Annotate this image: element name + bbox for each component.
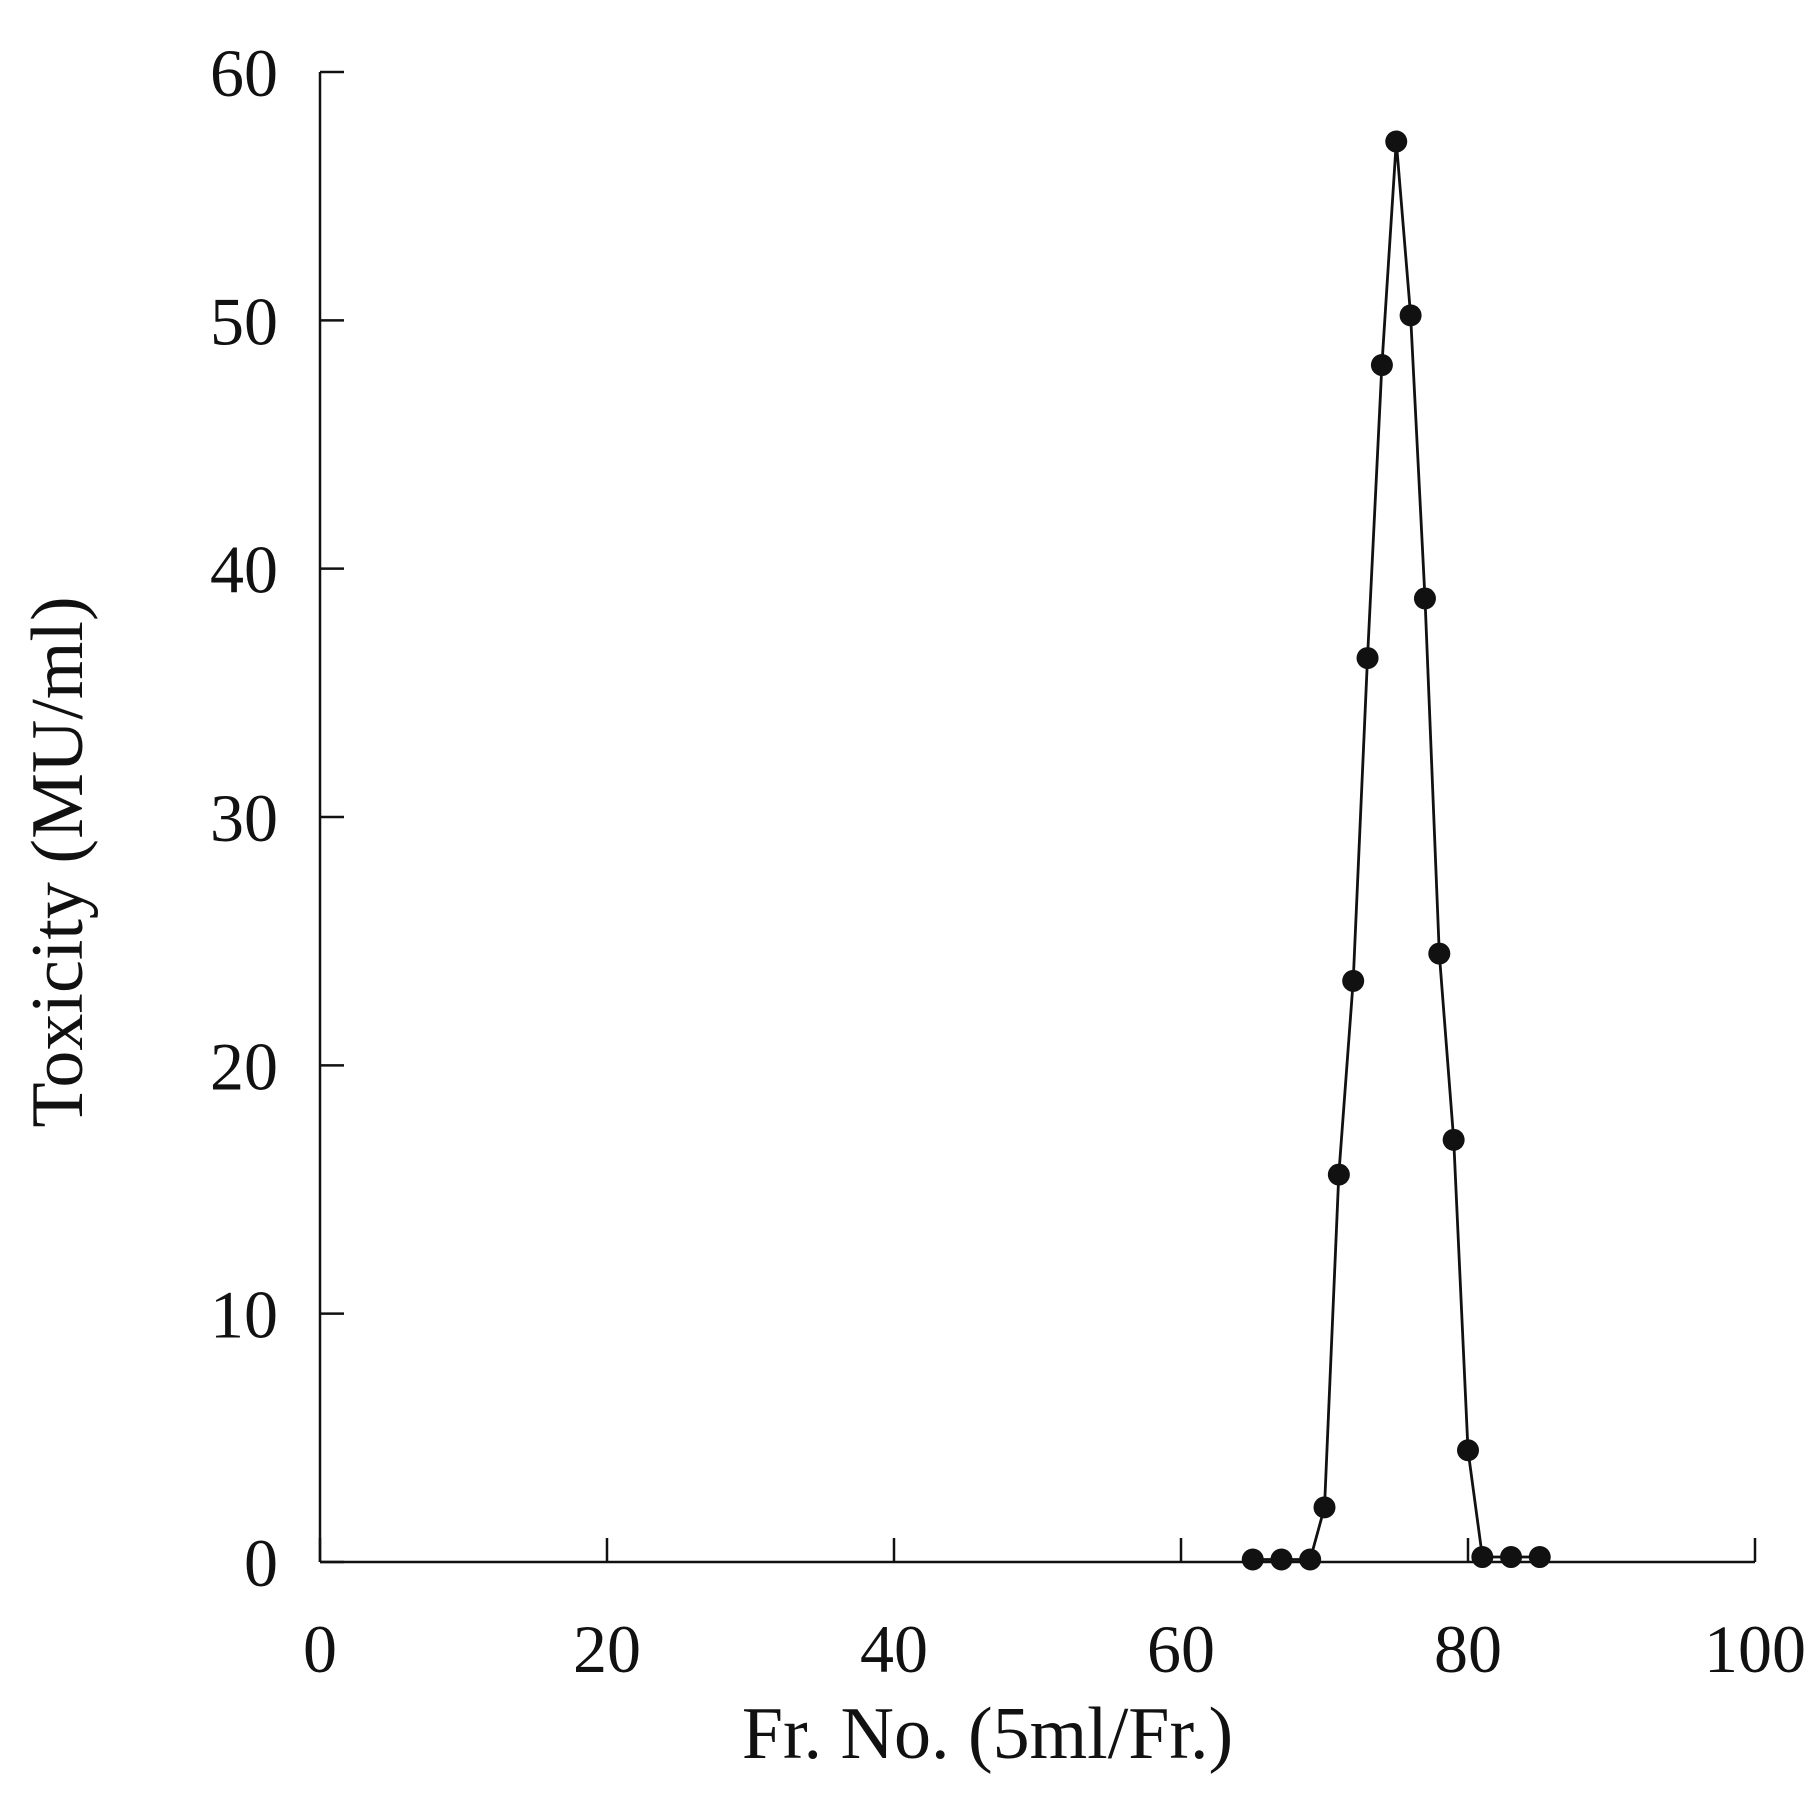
y-tick-label: 0 — [244, 1525, 278, 1601]
x-tick-label: 40 — [860, 1611, 928, 1687]
data-point — [1241, 1548, 1264, 1571]
y-tick-label: 20 — [210, 1028, 278, 1104]
data-point — [1327, 1163, 1350, 1186]
x-tick-label: 80 — [1434, 1611, 1502, 1687]
x-tick-label: 100 — [1704, 1611, 1806, 1687]
y-tick-label: 10 — [210, 1277, 278, 1353]
series-layer — [1241, 130, 1551, 1571]
data-point — [1528, 1546, 1551, 1569]
y-axis-title: Toxicity (MU/ml) — [17, 596, 99, 1127]
data-point — [1413, 587, 1436, 610]
x-tick-label: 0 — [303, 1611, 337, 1687]
data-point — [1342, 969, 1365, 992]
data-point — [1442, 1128, 1465, 1151]
axes: 0 10 20 30 40 50 60 0 20 40 60 80 100 — [210, 35, 1806, 1687]
y-tick-label: 30 — [210, 780, 278, 856]
series-line — [1252, 140, 1540, 1561]
data-point — [1385, 130, 1408, 153]
data-point — [1428, 942, 1451, 965]
x-tick-label: 20 — [573, 1611, 641, 1687]
data-point — [1356, 647, 1379, 670]
data-point — [1399, 304, 1422, 327]
data-point — [1299, 1548, 1322, 1571]
y-tick-label: 40 — [210, 532, 278, 608]
data-point — [1313, 1496, 1336, 1519]
data-point — [1457, 1439, 1479, 1462]
data-point — [1270, 1548, 1293, 1571]
data-point — [1370, 354, 1393, 377]
x-tick-label: 60 — [1147, 1611, 1215, 1687]
y-tick-label: 50 — [210, 283, 278, 359]
data-point — [1471, 1546, 1494, 1569]
data-point — [1500, 1546, 1523, 1569]
x-axis-title: Fr. No. (5ml/Fr.) — [742, 1693, 1233, 1775]
y-tick-label: 60 — [210, 35, 278, 111]
